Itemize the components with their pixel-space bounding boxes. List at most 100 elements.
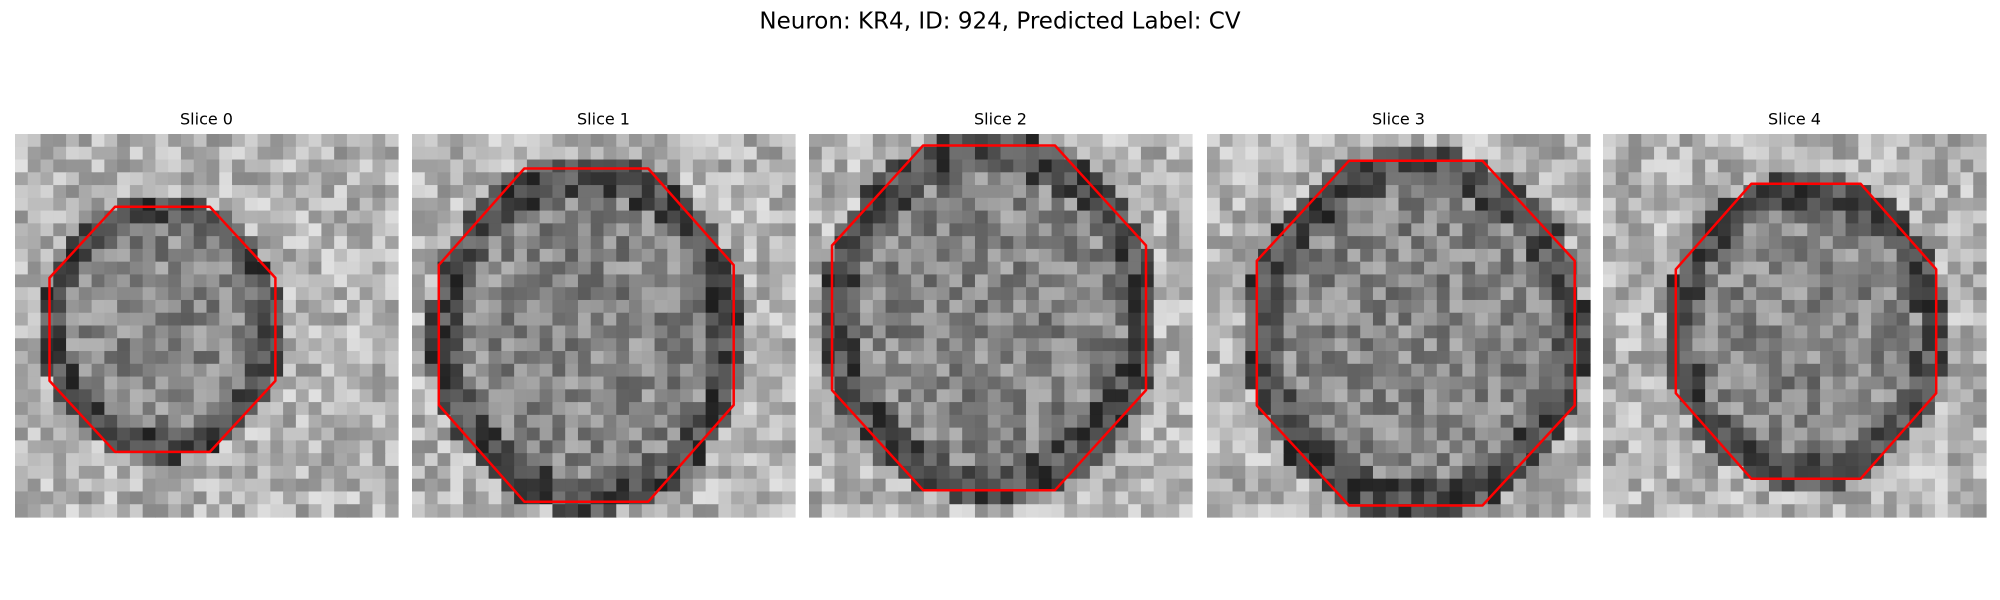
pixel [936, 402, 951, 416]
pixel [1398, 504, 1412, 518]
pixel [1717, 236, 1732, 250]
pixel [1309, 185, 1323, 199]
pixel [1730, 261, 1745, 276]
pixel [1038, 159, 1053, 173]
pixel [1832, 172, 1847, 186]
pixel [450, 389, 464, 403]
pixel [1960, 427, 1974, 441]
pixel [705, 185, 719, 199]
pixel [1334, 363, 1349, 378]
pixel [1475, 236, 1489, 250]
pixel [1245, 376, 1259, 390]
pixel [1000, 338, 1014, 352]
pixel [1756, 389, 1770, 403]
pixel [1207, 274, 1221, 288]
pixel [1603, 465, 1617, 480]
pixel [1424, 504, 1438, 518]
pixel [577, 134, 592, 148]
pixel [1140, 185, 1155, 199]
pixel [1347, 402, 1361, 416]
pixel [1705, 172, 1719, 186]
pixel [1153, 248, 1168, 263]
pixel [1179, 351, 1193, 365]
pixel [1641, 172, 1655, 186]
pixel [552, 389, 566, 403]
pixel [860, 223, 874, 237]
pixel [911, 134, 925, 148]
pixel [1781, 261, 1796, 276]
pixel [1051, 351, 1065, 365]
pixel [1692, 465, 1706, 480]
pixel [1347, 351, 1361, 365]
pixel [949, 248, 963, 263]
pixel [987, 414, 1002, 429]
pixel [1077, 287, 1091, 301]
pixel [1309, 159, 1323, 173]
pixel [1115, 287, 1129, 301]
pixel [1756, 210, 1770, 224]
pixel [1462, 236, 1476, 250]
pixel [244, 478, 259, 493]
pixel [1153, 338, 1168, 352]
pixel [501, 389, 515, 403]
pixel [1140, 389, 1155, 403]
pixel [1960, 299, 1974, 314]
pixel [244, 159, 259, 173]
pixel [1577, 427, 1591, 441]
pixel [1207, 465, 1221, 480]
pixel [1309, 440, 1323, 454]
pixel [1743, 440, 1757, 454]
pixel [1896, 134, 1910, 148]
pixel [66, 389, 80, 403]
pixel [270, 197, 284, 212]
pixel [872, 223, 887, 237]
pixel [1756, 465, 1770, 480]
pixel [539, 414, 554, 429]
pixel [718, 351, 732, 365]
pixel [718, 287, 732, 301]
pixel [1232, 465, 1246, 480]
pixel [1051, 159, 1065, 173]
pixel [1883, 363, 1898, 378]
pixel [898, 287, 912, 301]
pixel [1807, 210, 1821, 224]
pixel [1781, 427, 1796, 441]
pixel [1166, 287, 1180, 301]
pixel [321, 491, 335, 505]
pixel [412, 363, 426, 378]
pixel [244, 185, 259, 199]
pixel [40, 504, 54, 518]
pixel [1321, 376, 1336, 390]
pixel [1654, 236, 1668, 250]
pixel [1615, 223, 1630, 237]
pixel [1347, 223, 1361, 237]
pixel [193, 351, 208, 365]
pixel [680, 223, 694, 237]
pixel [104, 491, 118, 505]
pixel [577, 414, 592, 429]
pixel [923, 312, 938, 327]
pixel [1615, 351, 1630, 365]
pixel [860, 134, 874, 148]
pixel [1883, 338, 1898, 352]
pixel [1296, 287, 1310, 301]
pixel [1436, 440, 1451, 454]
pixel [66, 504, 80, 518]
pixel [1564, 427, 1578, 441]
pixel [1462, 210, 1476, 224]
pixel [1934, 465, 1949, 480]
pixel [923, 146, 938, 161]
pixel [1128, 185, 1142, 199]
pixel [1270, 210, 1285, 224]
pixel [1513, 363, 1527, 378]
pixel [1128, 210, 1142, 224]
pixel [244, 427, 259, 441]
pixel [1000, 504, 1014, 518]
pixel [1089, 172, 1104, 186]
pixel [1385, 325, 1400, 339]
pixel [117, 389, 131, 403]
pixel [1360, 465, 1374, 480]
pixel [1436, 325, 1451, 339]
pixel [1026, 504, 1040, 518]
pixel [1245, 312, 1259, 327]
